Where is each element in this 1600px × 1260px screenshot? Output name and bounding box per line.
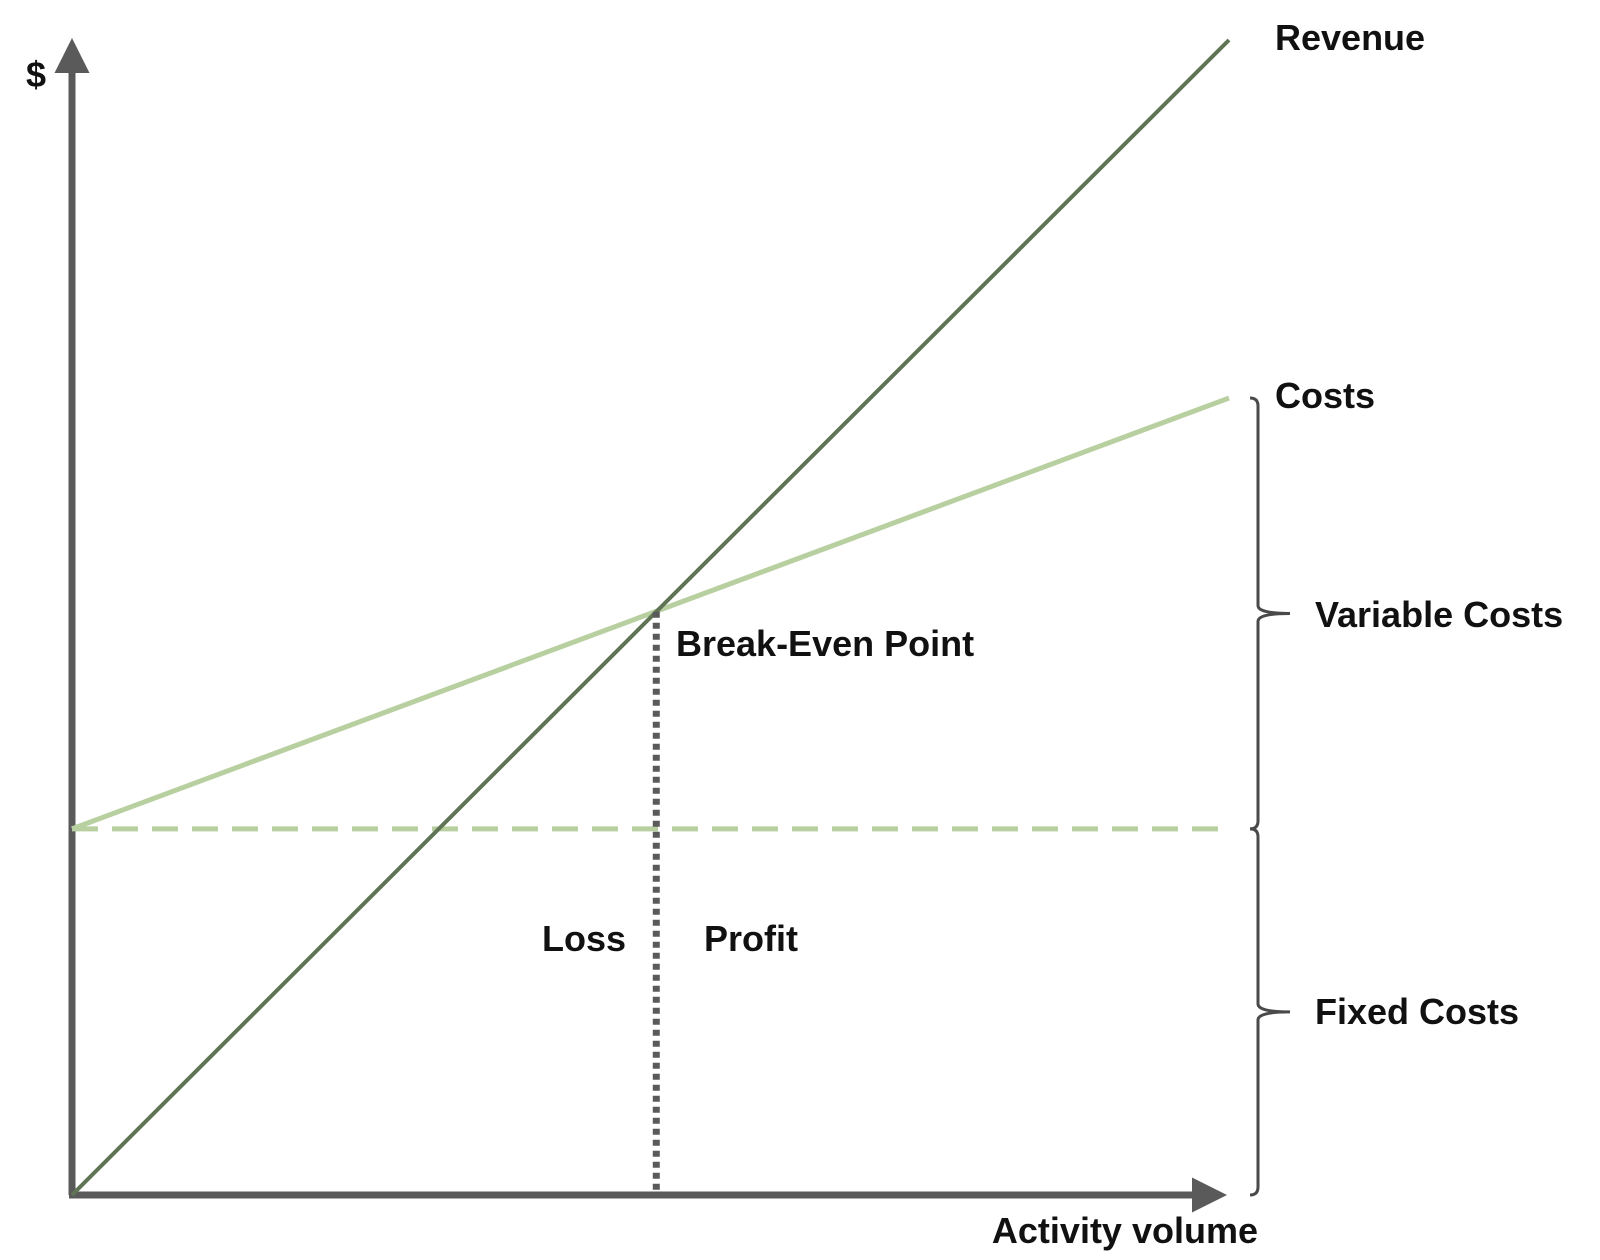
costs-line bbox=[71, 395, 1230, 832]
revenue-line bbox=[70, 38, 1231, 1197]
break-even-label: Break-Even Point bbox=[676, 623, 974, 664]
loss-label: Loss bbox=[542, 918, 626, 959]
y-axis-label: $ bbox=[26, 54, 46, 95]
variable-costs-bracket bbox=[1249, 396, 1291, 831]
x-axis-label: Activity volume bbox=[992, 1210, 1258, 1251]
revenue-label: Revenue bbox=[1275, 17, 1425, 58]
profit-label: Profit bbox=[704, 918, 798, 959]
fixed-costs-bracket bbox=[1249, 827, 1291, 1197]
costs-label: Costs bbox=[1275, 375, 1375, 416]
variable-costs-label: Variable Costs bbox=[1315, 594, 1563, 635]
fixed-costs-label: Fixed Costs bbox=[1315, 991, 1519, 1032]
